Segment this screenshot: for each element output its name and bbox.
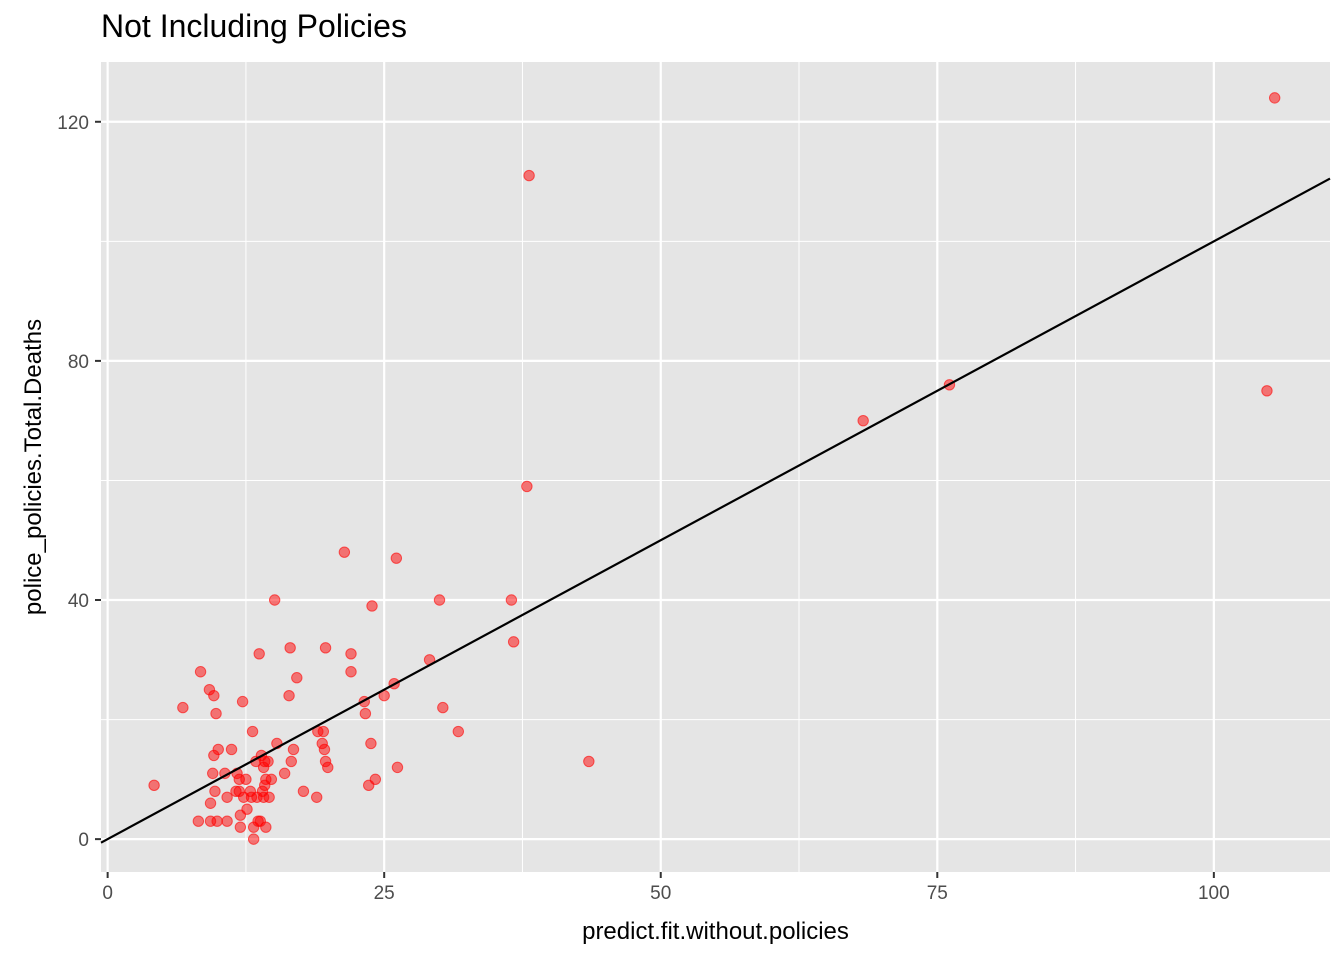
y-tick-label: 0 bbox=[78, 830, 89, 851]
data-point bbox=[365, 737, 377, 750]
data-point bbox=[247, 833, 260, 845]
data-point bbox=[207, 767, 219, 780]
data-point bbox=[319, 642, 332, 654]
data-point bbox=[433, 594, 446, 606]
data-point bbox=[262, 755, 274, 768]
data-point bbox=[236, 695, 249, 708]
data-point bbox=[263, 791, 275, 803]
data-point bbox=[225, 743, 238, 756]
data-point bbox=[521, 480, 533, 493]
data-point bbox=[192, 815, 205, 827]
data-point bbox=[246, 725, 259, 738]
data-point bbox=[278, 767, 291, 780]
data-point bbox=[359, 707, 372, 720]
data-point bbox=[390, 552, 403, 564]
data-point bbox=[291, 672, 303, 684]
x-tick-label: 100 bbox=[1198, 883, 1230, 904]
data-point bbox=[253, 648, 265, 660]
x-axis-title: predict.fit.without.policies bbox=[582, 918, 849, 945]
data-point bbox=[345, 648, 357, 660]
plot-panel bbox=[101, 62, 1330, 872]
data-point bbox=[297, 785, 310, 797]
minor-gridlines bbox=[101, 62, 1330, 872]
data-point bbox=[177, 701, 189, 714]
data-point bbox=[317, 725, 330, 738]
data-point bbox=[507, 636, 520, 648]
x-tick-label: 50 bbox=[650, 883, 671, 904]
x-tick-label: 0 bbox=[102, 883, 113, 904]
data-point bbox=[211, 815, 223, 827]
data-point bbox=[212, 743, 224, 756]
data-point bbox=[283, 689, 295, 702]
major-gridlines bbox=[101, 62, 1330, 872]
reference-line bbox=[100, 177, 1331, 844]
data-point bbox=[208, 689, 220, 702]
y-tick-label: 40 bbox=[68, 591, 89, 612]
data-point bbox=[318, 743, 331, 756]
data-point bbox=[265, 773, 278, 786]
data-point bbox=[260, 821, 272, 833]
data-point bbox=[583, 755, 595, 768]
data-point bbox=[210, 707, 222, 720]
data-point bbox=[391, 761, 404, 774]
data-points bbox=[148, 92, 1281, 845]
y-axis: 0 40 80 120 bbox=[57, 113, 101, 851]
y-axis-title: police_policies.Total.Deaths bbox=[20, 319, 47, 615]
data-point bbox=[204, 797, 217, 809]
data-point bbox=[369, 773, 382, 786]
data-point bbox=[234, 821, 247, 833]
data-point bbox=[194, 666, 207, 678]
data-point bbox=[221, 791, 233, 803]
y-tick-label: 80 bbox=[68, 352, 89, 373]
data-point bbox=[311, 791, 323, 803]
data-point bbox=[285, 755, 297, 768]
data-point bbox=[209, 785, 221, 797]
x-tick-label: 25 bbox=[374, 883, 395, 904]
y-tick-label: 120 bbox=[57, 113, 89, 134]
x-tick-label: 75 bbox=[927, 883, 948, 904]
data-point bbox=[857, 414, 869, 427]
chart-title: Not Including Policies bbox=[101, 8, 407, 44]
data-point bbox=[241, 803, 253, 815]
data-point bbox=[437, 701, 449, 714]
data-point bbox=[452, 725, 465, 738]
data-point bbox=[366, 600, 378, 612]
data-point bbox=[221, 815, 233, 827]
data-point bbox=[148, 779, 160, 792]
data-point bbox=[338, 546, 351, 558]
data-point bbox=[345, 666, 357, 678]
data-point bbox=[240, 773, 252, 786]
data-point bbox=[284, 642, 296, 654]
data-point bbox=[322, 761, 334, 774]
data-point bbox=[1261, 385, 1273, 397]
data-point bbox=[1268, 92, 1281, 104]
data-point bbox=[268, 594, 281, 606]
data-point bbox=[505, 594, 518, 606]
data-point bbox=[287, 743, 300, 756]
x-axis: 0 25 50 75 100 bbox=[102, 872, 1230, 904]
data-point bbox=[523, 169, 535, 182]
